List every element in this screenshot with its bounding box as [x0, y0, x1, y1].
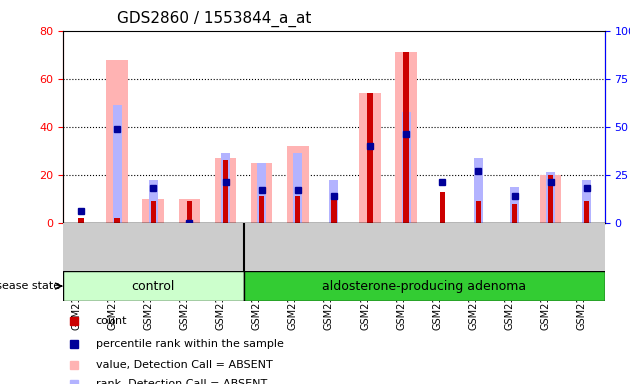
- Bar: [115, 218, 120, 223]
- Text: count: count: [96, 316, 127, 326]
- Bar: [546, 172, 555, 223]
- Bar: [78, 218, 84, 223]
- Bar: [142, 199, 164, 223]
- Bar: [293, 153, 302, 223]
- Bar: [221, 153, 230, 223]
- Bar: [395, 52, 417, 223]
- Bar: [540, 175, 561, 223]
- Bar: [367, 93, 373, 223]
- Bar: [359, 93, 381, 223]
- Bar: [215, 158, 236, 223]
- Text: percentile rank within the sample: percentile rank within the sample: [96, 339, 284, 349]
- Bar: [151, 201, 156, 223]
- Bar: [329, 180, 338, 223]
- Bar: [259, 196, 265, 223]
- Text: aldosterone-producing adenoma: aldosterone-producing adenoma: [322, 280, 526, 293]
- Bar: [476, 201, 481, 223]
- Bar: [510, 187, 519, 223]
- Text: disease state: disease state: [0, 281, 60, 291]
- Bar: [584, 201, 590, 223]
- Bar: [113, 105, 122, 223]
- Bar: [223, 161, 228, 223]
- Bar: [178, 199, 200, 223]
- Text: GDS2860 / 1553844_a_at: GDS2860 / 1553844_a_at: [117, 10, 312, 26]
- Bar: [440, 192, 445, 223]
- Bar: [474, 158, 483, 223]
- Bar: [287, 146, 309, 223]
- Bar: [548, 175, 553, 223]
- Bar: [582, 180, 591, 223]
- Bar: [512, 204, 517, 223]
- Bar: [186, 201, 192, 223]
- Bar: [403, 52, 409, 223]
- Text: value, Detection Call = ABSENT: value, Detection Call = ABSENT: [96, 360, 272, 370]
- Bar: [251, 163, 273, 223]
- Text: rank, Detection Call = ABSENT: rank, Detection Call = ABSENT: [96, 379, 266, 384]
- FancyBboxPatch shape: [63, 271, 244, 301]
- FancyBboxPatch shape: [244, 271, 605, 301]
- Bar: [331, 199, 336, 223]
- Bar: [106, 60, 128, 223]
- Bar: [295, 196, 301, 223]
- Bar: [257, 163, 266, 223]
- Text: control: control: [132, 280, 175, 293]
- Bar: [402, 112, 411, 223]
- Bar: [149, 180, 158, 223]
